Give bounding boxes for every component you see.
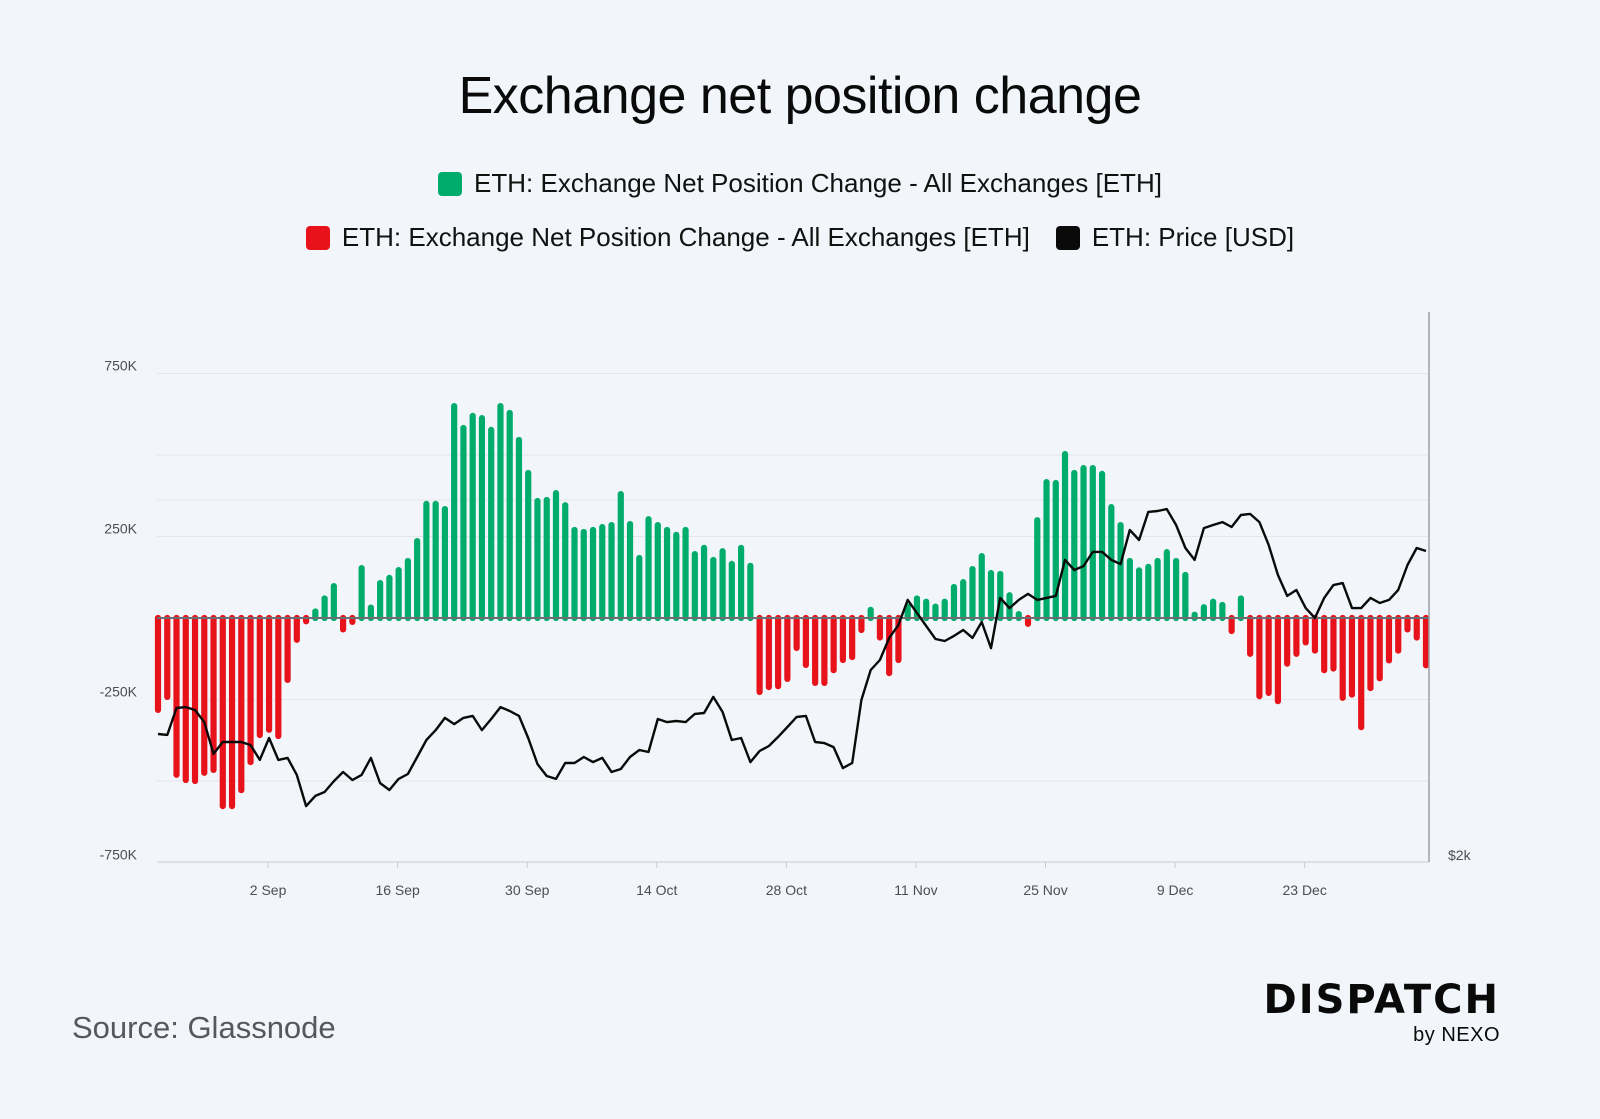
x-tick-label: 14 Oct bbox=[636, 882, 677, 898]
y-tick-label: -750K bbox=[100, 847, 138, 863]
legend-item-inflow[interactable]: ETH: Exchange Net Position Change - All … bbox=[438, 168, 1162, 199]
price-line bbox=[157, 507, 1427, 808]
source-label: Source: Glassnode bbox=[72, 1010, 336, 1045]
x-tick-label: 2 Sep bbox=[250, 882, 287, 898]
black-square-icon bbox=[1055, 225, 1080, 250]
legend-label-price: ETH: Price [USD] bbox=[1091, 222, 1295, 252]
x-tick-label: 25 Nov bbox=[1023, 882, 1067, 898]
legend-label-outflow: ETH: Exchange Net Position Change - All … bbox=[341, 222, 1030, 252]
y2-axis-ticks: $2k bbox=[1448, 847, 1472, 863]
y2-tick-label: $2k bbox=[1448, 847, 1472, 863]
legend-row-1: ETH: Exchange Net Position Change - All … bbox=[0, 168, 1600, 199]
price-line-group bbox=[157, 507, 1427, 808]
green-square-icon bbox=[438, 171, 463, 196]
y-axis-ticks: 750K 250K -250K -750K bbox=[100, 358, 138, 863]
x-tick-label: 16 Sep bbox=[375, 882, 420, 898]
legend-row-2: ETH: Exchange Net Position Change - All … bbox=[0, 222, 1600, 253]
x-tick-label: 11 Nov bbox=[894, 882, 937, 898]
red-square-icon bbox=[305, 225, 330, 250]
gridlines bbox=[157, 373, 1429, 782]
x-tick-label: 23 Dec bbox=[1282, 882, 1326, 898]
x-axis-ticks: 2 Sep 16 Sep 30 Sep 14 Oct 28 Oct 11 Nov 25 No… bbox=[250, 862, 1327, 898]
brand-logo: DISPATCH by NEXO bbox=[1263, 980, 1500, 1047]
x-tick-label: 28 Oct bbox=[766, 882, 807, 898]
brand-name: DISPATCH bbox=[1263, 977, 1500, 1023]
y-tick-label: -250K bbox=[100, 684, 138, 700]
bars bbox=[154, 403, 1430, 810]
chart-title: Exchange net position change bbox=[458, 67, 1142, 125]
legend-item-outflow[interactable]: ETH: Exchange Net Position Change - All … bbox=[305, 222, 1030, 253]
y-tick-label: 250K bbox=[104, 521, 137, 537]
brand-subtitle: by NEXO bbox=[1413, 1024, 1500, 1046]
legend-label-inflow: ETH: Exchange Net Position Change - All … bbox=[474, 168, 1162, 198]
x-tick-label: 9 Dec bbox=[1157, 882, 1194, 898]
legend-item-price[interactable]: ETH: Price [USD] bbox=[1055, 222, 1295, 253]
x-tick-label: 30 Sep bbox=[505, 882, 550, 898]
y-tick-label: 750K bbox=[104, 358, 137, 374]
